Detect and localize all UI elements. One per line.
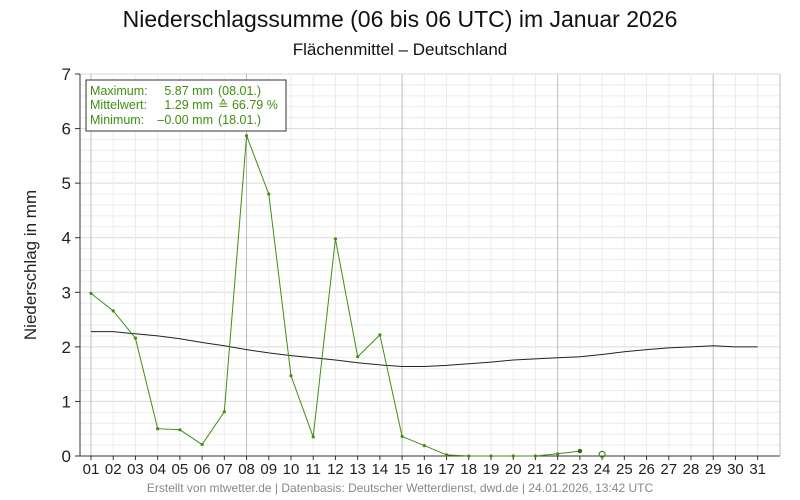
daily-point [444,453,449,457]
x-tick-label: 27 [660,461,677,478]
x-tick-label: 24 [594,461,611,478]
x-tick-label: 23 [572,461,589,478]
current-day-marker [598,450,606,458]
x-tick-label: 22 [549,461,566,478]
daily-point [556,452,560,456]
stats-min-value: –0.00 mm [157,113,213,127]
x-tick-label: 13 [349,461,366,478]
daily-point [400,434,404,438]
x-tick-label: 30 [727,461,744,478]
x-tick-label: 18 [460,461,477,478]
daily-point [489,454,493,458]
stats-box-frame [85,79,287,132]
daily-point [200,442,204,447]
daily-point [111,309,115,313]
stats-min-date: (18.01.) [218,113,261,127]
stats-max-label: Maximum: [90,84,148,98]
daily-point [156,427,160,431]
daily-point [178,428,182,432]
daily-point [267,192,271,196]
chart-title: Niederschlagssumme (06 bis 06 UTC) im Ja… [122,6,678,32]
daily-point [89,291,93,295]
daily-point [244,134,249,138]
x-tick-label: 11 [305,461,321,478]
daily-point [289,374,293,378]
x-tick-label: 19 [483,461,500,478]
y-tick-label: 0 [62,447,71,466]
daily-series [89,134,606,458]
x-tick-label: 08 [238,461,255,478]
x-tick-label: 04 [149,461,166,478]
y-tick-label: 3 [62,283,71,302]
x-tick-label: 15 [394,461,411,478]
y-tick-label: 7 [62,65,71,84]
mean-series-line [91,331,758,367]
stats-max-date: (08.01.) [218,84,261,98]
stats-mean-value: 1.29 mm [164,98,213,112]
x-tick-label: 16 [416,461,433,478]
x-tick-label: 26 [638,461,655,478]
mean-series [91,331,758,367]
chart-footer: Erstellt von mtwetter.de | Datenbasis: D… [146,481,654,495]
daily-point [378,333,382,337]
x-tick-label: 03 [127,461,144,478]
daily-point [222,410,226,414]
y-tick-label: 4 [62,229,71,248]
x-tick-label: 07 [216,461,233,478]
stats-max-value: 5.87 mm [164,84,213,98]
daily-point [533,454,538,458]
x-tick-label: 10 [283,461,300,478]
chart-subtitle: Flächenmittel – Deutschland [292,40,508,59]
grid [80,73,780,457]
x-tick-label: 25 [616,461,633,478]
x-tick-label: 14 [372,461,389,478]
x-tick-label: 12 [327,461,344,478]
x-tick-label: 05 [172,461,189,478]
x-tick-label: 20 [505,461,522,478]
stats-mean-label: Mittelwert: [90,98,147,112]
x-tick-label: 09 [260,461,277,478]
daily-point [311,435,315,439]
stats-min-label: Minimum: [90,113,144,127]
x-tick-label: 06 [194,461,211,478]
daily-point [577,448,583,454]
daily-point [467,454,471,458]
daily-point [333,237,338,241]
y-tick-label: 2 [62,338,71,357]
stats-box: Maximum: 5.87 mm (08.01.) Mittelwert: 1.… [85,79,287,132]
daily-point [511,454,515,458]
y-tick-label: 6 [62,120,71,139]
daily-point [356,355,360,359]
x-tick-label: 01 [83,461,100,478]
y-tick-label: 1 [62,392,71,411]
x-tick-label: 17 [438,461,455,478]
x-tick-label: 29 [705,461,722,478]
y-tick-label: 5 [62,174,71,193]
x-tick-label: 28 [683,461,700,478]
daily-point [422,444,426,448]
x-tick-label: 21 [527,461,544,478]
x-tick-label: 31 [749,461,766,478]
daily-point [133,336,138,340]
x-tick-label: 02 [105,461,122,478]
stats-mean-pct: ≙ 66.79 % [218,98,278,112]
y-axis-label: Niederschlag in mm [21,190,40,340]
